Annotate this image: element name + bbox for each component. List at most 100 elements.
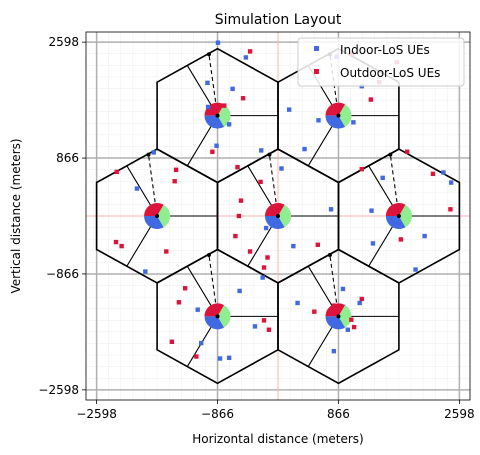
indoor-ue-point bbox=[448, 180, 454, 185]
sector-wedge bbox=[325, 115, 345, 129]
legend-marker-indoor bbox=[314, 46, 319, 51]
y-tick-label: −866 bbox=[46, 267, 79, 281]
indoor-ue-point bbox=[295, 300, 300, 306]
cell-hexagon bbox=[156, 248, 279, 385]
indoor-ue-point bbox=[215, 40, 221, 45]
indoor-ue-point bbox=[357, 300, 362, 306]
indoor-ue-point bbox=[143, 269, 148, 274]
sector-wedge bbox=[144, 216, 164, 230]
outdoor-ue-point bbox=[233, 233, 238, 239]
indoor-ue-point bbox=[260, 275, 265, 280]
outdoor-ue-point bbox=[172, 179, 177, 184]
outdoor-ue-point bbox=[266, 327, 272, 332]
sector-wedge bbox=[398, 204, 412, 228]
sector-wedge bbox=[204, 303, 224, 317]
indoor-ue-point bbox=[217, 356, 223, 361]
indoor-ue-point bbox=[328, 207, 334, 212]
outdoor-ue-point bbox=[331, 303, 337, 308]
indoor-ue-point bbox=[199, 340, 204, 346]
outdoor-ue-point bbox=[368, 97, 374, 102]
outdoor-ue-point bbox=[222, 103, 227, 108]
x-tick-label: −2598 bbox=[76, 407, 117, 421]
outdoor-ue-point bbox=[238, 198, 244, 203]
outdoor-ue-point bbox=[258, 179, 263, 185]
outdoor-ue-point bbox=[265, 255, 270, 260]
sector-wedge bbox=[325, 303, 345, 317]
indoor-ue-point bbox=[331, 348, 337, 354]
outdoor-ue-point bbox=[351, 324, 357, 330]
indoor-ue-point bbox=[226, 355, 232, 361]
outdoor-ue-point bbox=[430, 171, 436, 177]
sector-wedge bbox=[264, 202, 285, 216]
indoor-ue-point bbox=[369, 208, 374, 213]
base-station-icon bbox=[276, 214, 280, 218]
base-station-icon bbox=[336, 314, 341, 319]
base-station-icon bbox=[215, 113, 220, 118]
ue-endpoint bbox=[206, 252, 211, 257]
cell-hexagon bbox=[156, 47, 279, 184]
base-station-icon bbox=[396, 214, 401, 218]
outdoor-ue-point bbox=[194, 354, 199, 359]
indoor-ue-point bbox=[291, 243, 296, 249]
outdoor-ue-point bbox=[173, 167, 179, 173]
y-axis-label: Vertical distance (meters) bbox=[9, 138, 23, 293]
outdoor-ue-point bbox=[169, 339, 175, 344]
ue-points bbox=[113, 40, 454, 361]
indoor-ue-point bbox=[252, 324, 258, 329]
y-tick-label: 866 bbox=[56, 151, 79, 165]
ue-endpoint bbox=[146, 152, 151, 157]
indoor-ue-point bbox=[422, 233, 427, 239]
sector-wedge bbox=[385, 202, 406, 216]
legend-label-indoor: Indoor-LoS UEs bbox=[340, 43, 430, 57]
x-tick-label: 2598 bbox=[444, 407, 475, 421]
outdoor-ue-point bbox=[398, 237, 404, 242]
x-tick-label: 866 bbox=[327, 407, 350, 421]
y-tick-label: 2598 bbox=[48, 35, 79, 49]
sector-wedge bbox=[217, 104, 231, 127]
indoor-ue-point bbox=[151, 150, 156, 155]
outdoor-ue-point bbox=[359, 296, 364, 302]
plot-frame bbox=[85, 31, 471, 401]
outdoor-ue-point bbox=[261, 265, 267, 270]
sector-wedge bbox=[338, 104, 352, 127]
outdoor-ue-point bbox=[312, 309, 317, 314]
outdoor-ue-point bbox=[210, 149, 215, 154]
outdoor-ue-point bbox=[119, 243, 124, 249]
indoor-ue-point bbox=[279, 166, 284, 171]
base-station-icon bbox=[155, 214, 160, 218]
indoor-ue-point bbox=[316, 118, 321, 123]
sector-wedge bbox=[144, 202, 164, 216]
outdoor-ue-point bbox=[240, 96, 246, 101]
base-station-icon bbox=[215, 314, 220, 319]
indoor-ue-point bbox=[195, 307, 200, 312]
sector-wedge bbox=[204, 115, 224, 129]
indoor-ue-point bbox=[380, 175, 385, 181]
ue-endpoint bbox=[206, 52, 211, 57]
indoor-ue-point bbox=[134, 186, 140, 191]
legend: Indoor-LoS UEs Outdoor-LoS UEs bbox=[297, 37, 465, 87]
axis-ticks: −2598 −866 866 2598 −2598 −866 866 2598 bbox=[38, 35, 474, 421]
sector-wedge bbox=[325, 102, 345, 116]
indoor-ue-point bbox=[205, 80, 210, 86]
sector-wedge bbox=[217, 305, 231, 328]
outdoor-ue-point bbox=[247, 249, 253, 254]
outdoor-ue-point bbox=[404, 149, 410, 154]
indoor-ue-point bbox=[370, 241, 376, 246]
indoor-ue-point bbox=[243, 55, 249, 60]
indoor-ue-point bbox=[226, 122, 232, 127]
ue-endpoint bbox=[327, 252, 332, 257]
outdoor-ue-point bbox=[261, 318, 267, 323]
outdoor-ue-point bbox=[349, 317, 354, 322]
sector-wedge bbox=[325, 316, 345, 330]
indoor-ue-point bbox=[340, 286, 346, 292]
sector-markers bbox=[144, 102, 412, 330]
indoor-ue-point bbox=[230, 86, 235, 92]
legend-label-outdoor: Outdoor-LoS UEs bbox=[340, 66, 440, 80]
x-axis-label: Horizontal distance (meters) bbox=[192, 432, 363, 446]
outdoor-ue-point bbox=[315, 242, 320, 247]
outdoor-ue-point bbox=[235, 164, 240, 170]
indoor-ue-point bbox=[441, 170, 446, 175]
outdoor-ue-point bbox=[247, 49, 253, 54]
indoor-ue-point bbox=[259, 148, 264, 153]
